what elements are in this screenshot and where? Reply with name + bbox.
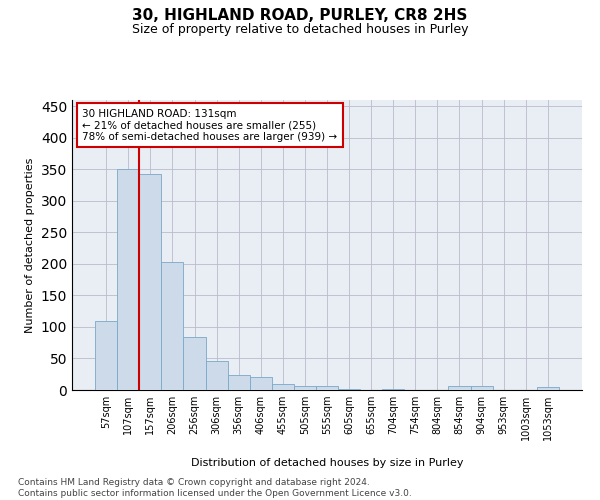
Text: Contains HM Land Registry data © Crown copyright and database right 2024.
Contai: Contains HM Land Registry data © Crown c…: [18, 478, 412, 498]
Bar: [470, 386, 493, 390]
Bar: [250, 378, 272, 390]
Bar: [227, 375, 250, 390]
Bar: [206, 361, 227, 390]
Bar: [294, 386, 316, 390]
Bar: [139, 174, 161, 390]
Text: 30 HIGHLAND ROAD: 131sqm
← 21% of detached houses are smaller (255)
78% of semi-: 30 HIGHLAND ROAD: 131sqm ← 21% of detach…: [82, 108, 337, 142]
Bar: [316, 386, 338, 390]
Text: Distribution of detached houses by size in Purley: Distribution of detached houses by size …: [191, 458, 463, 468]
Bar: [117, 170, 139, 390]
Bar: [272, 384, 294, 390]
Text: Size of property relative to detached houses in Purley: Size of property relative to detached ho…: [132, 22, 468, 36]
Bar: [161, 262, 184, 390]
Bar: [448, 386, 470, 390]
Bar: [184, 337, 206, 390]
Bar: [95, 320, 117, 390]
Text: 30, HIGHLAND ROAD, PURLEY, CR8 2HS: 30, HIGHLAND ROAD, PURLEY, CR8 2HS: [133, 8, 467, 22]
Y-axis label: Number of detached properties: Number of detached properties: [25, 158, 35, 332]
Bar: [537, 388, 559, 390]
